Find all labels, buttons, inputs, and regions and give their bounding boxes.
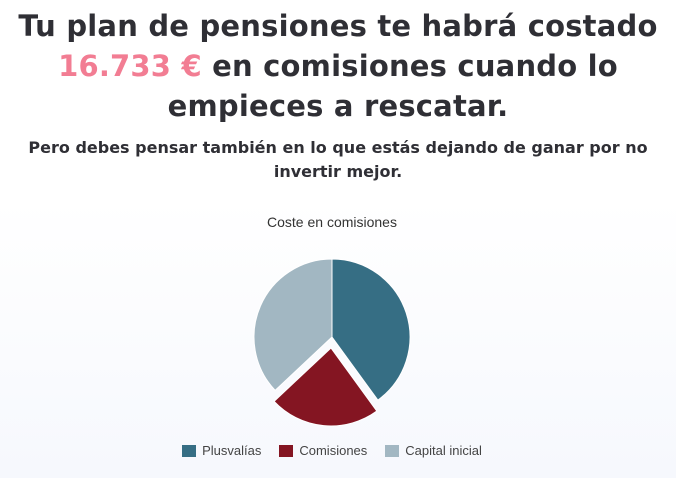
chart-legend: Plusvalías Comisiones Capital inicial [0,443,664,458]
chart-title: Coste en comisiones [267,214,397,230]
headline-line-2-text: en comisiones cuando lo [212,49,618,83]
pie-slice-comisiones[interactable] [273,347,378,427]
pie-slice-capital-inicial[interactable] [253,258,333,392]
pie-slice-plusvalías[interactable] [331,258,411,401]
headline-line-2: 16.733 € en comisiones cuando lo [0,46,676,86]
legend-item-plusvalias[interactable]: Plusvalías [182,443,261,458]
commission-amount: 16.733 € [58,49,202,83]
legend-item-comisiones[interactable]: Comisiones [279,443,367,458]
legend-swatch-comisiones [279,444,294,457]
legend-swatch-capital-inicial [385,444,400,457]
legend-label-plusvalias: Plusvalías [202,443,262,458]
headline-line-1: Tu plan de pensiones te habrá costado [18,9,658,43]
subtitle: Pero debes pensar también en lo que está… [28,138,648,181]
legend-item-capital-inicial[interactable]: Capital inicial [385,443,482,458]
headline: Tu plan de pensiones te habrá costado 16… [0,6,676,126]
legend-label-comisiones: Comisiones [299,443,368,458]
legend-label-capital-inicial: Capital inicial [405,443,482,458]
legend-swatch-plusvalias [182,444,197,457]
headline-line-3: empieces a rescatar. [167,89,509,123]
